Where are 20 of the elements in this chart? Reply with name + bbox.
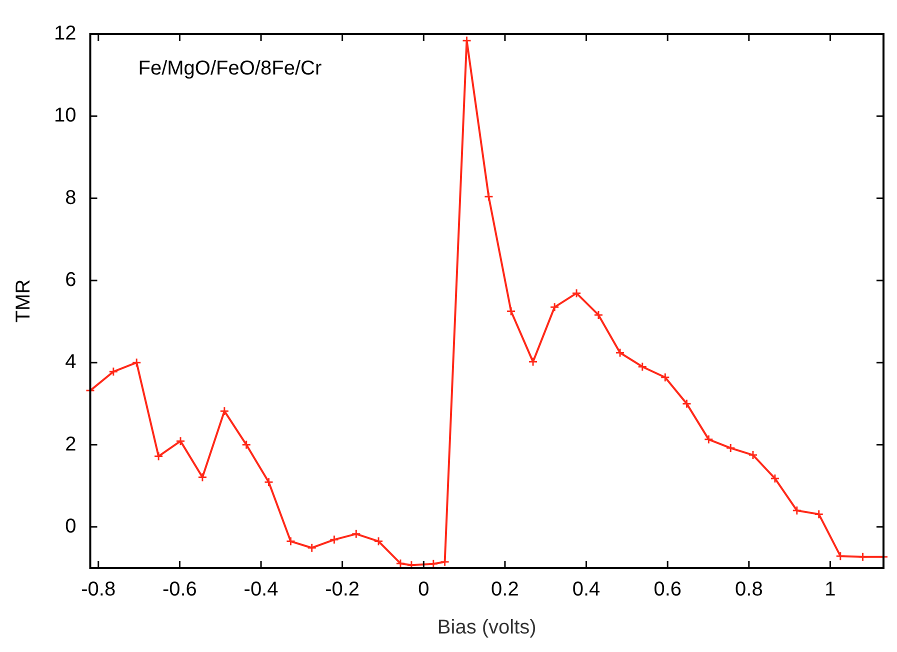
x-tick-label: 1 [824,578,836,601]
annotation: Fe/MgO/FeO/8Fe/Cr [138,58,322,80]
x-tick-label: -0.8 [81,578,116,601]
x-tick-label: 0.2 [491,578,519,601]
y-tick-label: 2 [65,433,76,456]
y-axis-title: TMR [12,279,35,323]
x-tick-label: -0.4 [244,578,278,601]
x-tick-label: 0.4 [572,578,600,601]
x-axis-title: Bias (volts) [437,616,536,639]
y-tick-label: 0 [65,515,76,538]
y-tick-label: 12 [54,22,76,45]
y-tick-label: 4 [65,351,76,374]
x-tick-label: 0.6 [654,578,682,601]
x-tick-label: -0.2 [325,578,360,601]
x-tick-label: 0 [418,578,430,601]
y-tick-label: 6 [65,268,76,291]
y-tick-label: 10 [54,104,76,127]
y-tick-label: 8 [65,186,76,209]
x-tick-label: -0.6 [162,578,197,601]
x-tick-label: 0.8 [735,578,763,601]
